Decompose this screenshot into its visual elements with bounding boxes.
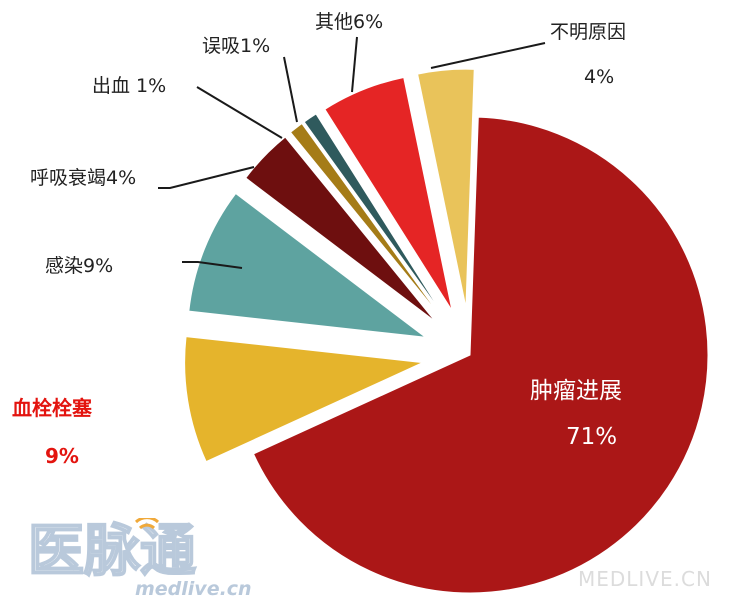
pie-slice [245, 136, 436, 323]
slice-label: 误吸1% [202, 35, 270, 57]
leader-line [430, 42, 546, 69]
leader-line [196, 86, 283, 139]
slices-layer [184, 68, 709, 594]
slice-percent: 71% [566, 424, 617, 450]
slice-label: 出血 1% [92, 75, 166, 97]
labels-layer: 肿瘤进展 71% 血栓栓塞 9% 感染9% 呼吸衰竭4% 出血 1% 误吸1% 其他6% 不明原因… [12, 11, 626, 468]
pie-slice [303, 113, 444, 316]
slice-label: 感染9% [45, 255, 113, 277]
pie-slice [417, 68, 475, 308]
pie-slice [324, 76, 453, 311]
medlive-logo-watermark: 医脉通 [28, 518, 197, 582]
leader-line [351, 36, 358, 93]
signal-icon [134, 518, 160, 530]
leader-line [158, 166, 255, 189]
leader-line [182, 261, 243, 269]
slice-label: 不明原因 [550, 21, 626, 43]
pie-slice [184, 336, 425, 463]
pie-slice [289, 122, 442, 318]
site-watermark: medlive.cn [135, 578, 252, 600]
slice-label: 肿瘤进展 [530, 378, 622, 404]
slice-percent: 9% [45, 444, 79, 468]
pie-slice [252, 116, 709, 594]
slice-label: 其他6% [315, 11, 383, 33]
slice-label: 呼吸衰竭4% [30, 167, 136, 189]
leader-line [283, 56, 298, 123]
slice-label: 血栓栓塞 [12, 396, 93, 420]
brand-watermark: MEDLIVE.CN [578, 567, 712, 591]
pie-slice [188, 192, 428, 338]
logo-text: 医脉通 [28, 519, 196, 582]
slice-percent: 4% [584, 66, 614, 88]
